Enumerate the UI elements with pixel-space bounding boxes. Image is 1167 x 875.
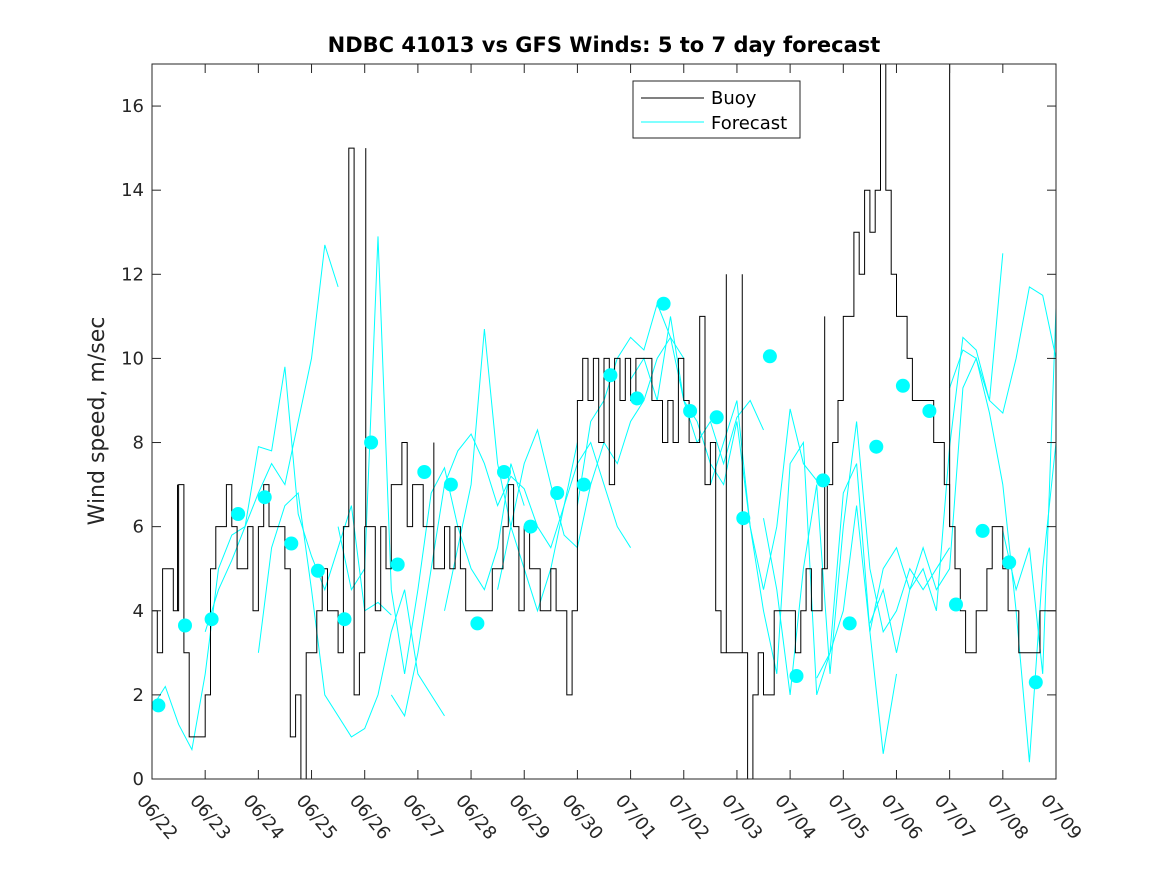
forecast-line-15 [1002, 307, 1057, 674]
forecast-line-9 [630, 316, 818, 590]
forecast-marker [630, 391, 644, 406]
forecast-marker [949, 597, 963, 612]
forecast-marker [470, 616, 485, 631]
forecast-marker [1028, 675, 1043, 690]
axes [151, 63, 1057, 780]
forecast-marker [417, 465, 432, 479]
forecast-markers [151, 296, 1043, 713]
forecast-marker [869, 439, 884, 454]
forecast-line-4 [337, 236, 525, 674]
legend-forecast-label: Forecast [711, 113, 787, 134]
chart-title: NDBC 41013 vs GFS Winds: 5 to 7 day fore… [328, 33, 881, 57]
y-tick-label: 6 [133, 517, 144, 538]
forecast-marker [204, 612, 219, 627]
y-tick-label: 2 [133, 685, 144, 706]
forecast-marker [762, 349, 777, 364]
buoy-line-group [152, 63, 1056, 780]
forecast-marker [337, 612, 352, 627]
forecast-marker [603, 368, 618, 383]
forecast-line-3 [257, 491, 445, 738]
y-tick-label: 16 [121, 96, 144, 117]
y-tick-label: 8 [133, 433, 144, 454]
forecast-marker [656, 296, 671, 311]
legend: Buoy Forecast [632, 80, 801, 139]
forecast-marker [895, 378, 910, 393]
y-tick-label: 4 [133, 601, 144, 622]
forecast-marker [1002, 555, 1017, 570]
forecast-marker [231, 507, 246, 521]
legend-buoy-label: Buoy [711, 88, 757, 109]
forecast-line-11 [763, 421, 951, 695]
forecast-marker [257, 490, 272, 505]
y-tick-label: 14 [121, 180, 144, 201]
y-tick-label: 0 [133, 769, 144, 790]
forecast-marker [550, 486, 565, 500]
forecast-marker [576, 477, 591, 492]
forecast-line-14 [949, 286, 1057, 415]
forecast-line-10 [709, 400, 897, 754]
forecast-line-13 [869, 356, 1057, 763]
forecast-marker [497, 465, 511, 479]
forecast-marker [390, 557, 405, 572]
forecast-marker [523, 519, 538, 534]
y-tick-label: 12 [121, 264, 144, 285]
forecast-line-8 [576, 302, 764, 506]
forecast-marker [842, 616, 857, 631]
forecast-marker [443, 477, 458, 492]
legend-box [632, 80, 801, 139]
y-tick-labels: 0 2 4 6 8 10 12 14 16 [121, 96, 144, 790]
forecast-marker [178, 618, 192, 633]
forecast-marker [816, 473, 831, 488]
forecast-marker [310, 563, 325, 578]
forecast-marker [975, 523, 990, 538]
forecast-marker [736, 511, 751, 526]
axes-box [151, 63, 1057, 780]
forecast-marker [922, 404, 937, 418]
y-tick-label: 10 [121, 348, 144, 369]
forecast-line-6 [444, 328, 632, 613]
buoy-line [152, 63, 1056, 780]
forecast-marker [284, 536, 299, 551]
y-axis-title: Wind speed, m/sec [85, 317, 110, 526]
forecast-marker [789, 669, 804, 683]
forecast-marker [683, 404, 698, 418]
forecast-marker [151, 698, 166, 713]
forecast-marker [709, 410, 724, 425]
forecast-marker [364, 435, 379, 450]
forecast-line-5 [390, 433, 578, 718]
